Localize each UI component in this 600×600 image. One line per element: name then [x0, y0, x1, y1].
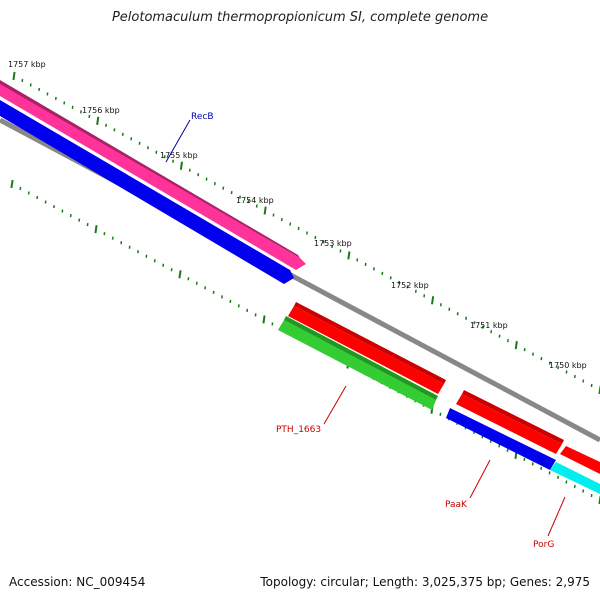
gene-label-porg: PorG [533, 540, 554, 550]
kbp-label: 1752 kbp [391, 281, 429, 290]
tick-mark [263, 206, 267, 215]
tick-mark [431, 296, 435, 305]
leader-paak [469, 459, 491, 499]
gene-pink [0, 82, 306, 270]
kbp-label: 1750 kbp [549, 361, 587, 370]
kbp-label: 1753 kbp [314, 239, 352, 248]
leader-recb [165, 119, 191, 163]
map-title: Pelotomaculum thermopropionicum SI, comp… [111, 10, 489, 25]
kbp-label: 1754 kbp [236, 196, 274, 205]
summary-text: Topology: circular; Length: 3,025,375 bp… [260, 575, 590, 589]
gene-red-1-top [294, 302, 446, 384]
tick-mark [347, 251, 351, 260]
leader-porg [547, 496, 566, 537]
gene-pth1663-top [284, 316, 438, 400]
kbp-label: 1757 kbp [8, 60, 46, 69]
tick-mark [12, 71, 16, 81]
kbp-label: 1756 kbp [82, 106, 120, 115]
kbp-label: 1755 kbp [160, 151, 198, 160]
gene-pth1663 [278, 320, 436, 410]
tick-mark [10, 179, 14, 189]
gene-recb [0, 100, 294, 284]
tick-mark [514, 341, 518, 350]
gene-label-pth1663: PTH_1663 [276, 425, 321, 435]
gene-pink-edge [0, 80, 300, 258]
kbp-label: 1751 kbp [470, 321, 508, 330]
accession-text: Accession: NC_009454 [9, 575, 146, 589]
gene-label-paak: PaaK [445, 500, 468, 510]
tick-mark [96, 116, 100, 125]
gene-porg [550, 462, 600, 494]
gene-paak [446, 408, 556, 470]
gene-label-recb: RecB [191, 112, 214, 122]
gene-red-2-top [462, 390, 564, 444]
tick-mark [179, 161, 183, 170]
tick-mark [262, 315, 266, 324]
tick-mark [178, 270, 182, 279]
leader-pth1663 [323, 385, 347, 425]
tick-mark [94, 225, 98, 234]
gene-red-1 [288, 306, 444, 394]
gene-red-2 [456, 394, 562, 454]
gene-red-3 [560, 446, 600, 474]
